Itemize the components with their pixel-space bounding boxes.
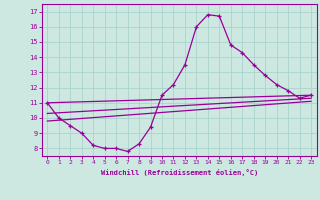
X-axis label: Windchill (Refroidissement éolien,°C): Windchill (Refroidissement éolien,°C) <box>100 169 258 176</box>
